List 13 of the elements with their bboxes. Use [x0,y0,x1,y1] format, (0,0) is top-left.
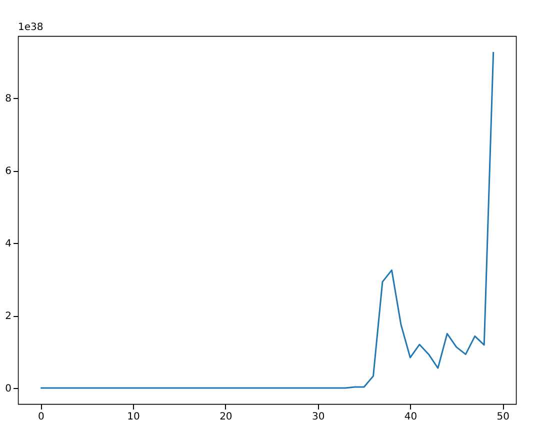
y-tick-label: 0 [5,384,12,395]
text: 1e38 [18,22,44,33]
y-tick-label: 2 [5,311,12,322]
x-tick-label: 10 [127,412,140,422]
y-tick-label: 8 [5,94,12,104]
x-tick-label: 30 [312,412,325,422]
y-tick-label: 6 [5,166,12,178]
x-tick-label: 20 [220,412,232,422]
x-tick-label: 50 [496,412,510,422]
x-tick-label: 40 [404,412,418,422]
line-series [40,51,494,389]
y-tick-label: 4 [5,238,12,250]
x-tick-label: 0 [38,412,44,422]
